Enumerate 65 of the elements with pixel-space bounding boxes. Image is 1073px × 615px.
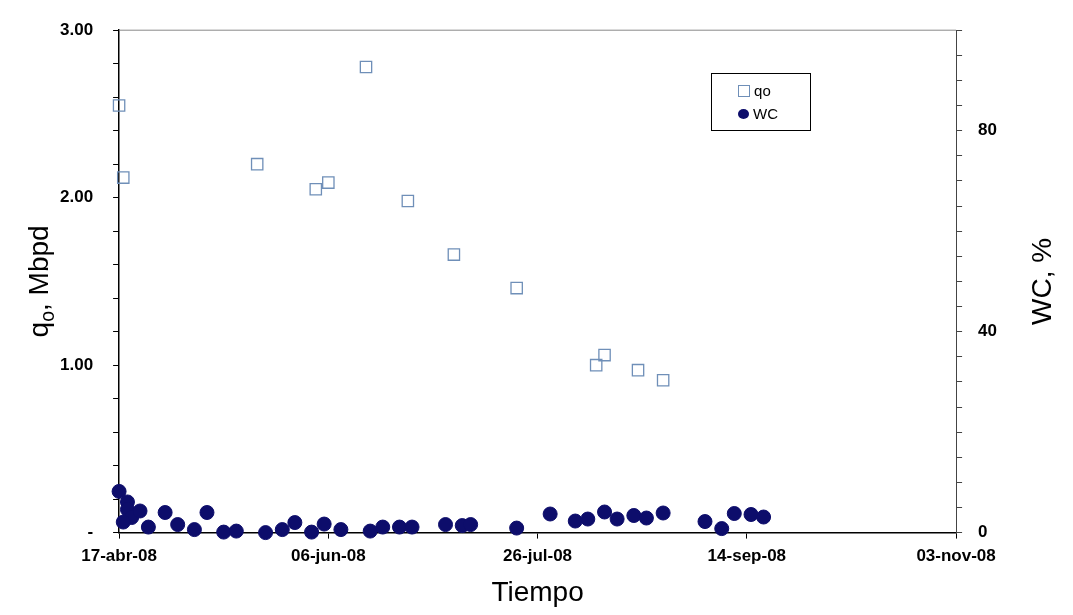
point bbox=[170, 517, 186, 533]
point bbox=[140, 519, 156, 535]
point bbox=[580, 511, 596, 527]
legend-label: qo bbox=[754, 82, 771, 100]
legend-label: WC bbox=[753, 105, 779, 123]
point bbox=[597, 504, 613, 520]
x-tick-label: 06-jun-08 bbox=[291, 546, 366, 566]
x-axis-title: Tiempo bbox=[491, 575, 584, 607]
point bbox=[333, 522, 349, 538]
point bbox=[391, 519, 407, 535]
y2-tick-label: 80 bbox=[978, 120, 998, 140]
point bbox=[510, 281, 523, 295]
point bbox=[609, 511, 625, 527]
point bbox=[542, 506, 558, 522]
point bbox=[199, 505, 215, 520]
point bbox=[322, 176, 335, 189]
x-tick-label: 03-nov-08 bbox=[916, 546, 996, 566]
point bbox=[228, 523, 244, 539]
y-tick-label: 1.00 bbox=[59, 354, 94, 374]
point bbox=[567, 513, 583, 529]
point bbox=[309, 182, 323, 196]
x-tick-label: 14-sep-08 bbox=[707, 546, 787, 566]
y2-axis-title: WC, % bbox=[1025, 237, 1057, 325]
point bbox=[216, 524, 232, 540]
point bbox=[359, 60, 373, 74]
x-tick-label: 17-abr-08 bbox=[81, 546, 157, 566]
point bbox=[447, 248, 461, 261]
point bbox=[115, 514, 131, 530]
x-tick-label: 26-jul-08 bbox=[503, 546, 573, 566]
point bbox=[697, 514, 713, 530]
point bbox=[404, 519, 420, 535]
point bbox=[401, 194, 415, 208]
y2-tick-label: 0 bbox=[978, 522, 988, 542]
point bbox=[589, 358, 603, 372]
point bbox=[362, 523, 378, 539]
point bbox=[258, 525, 274, 541]
point bbox=[638, 510, 654, 526]
point bbox=[157, 505, 173, 520]
y-tick-label: 3.00 bbox=[59, 19, 94, 39]
point bbox=[656, 373, 670, 387]
point bbox=[186, 522, 202, 538]
point bbox=[438, 517, 454, 533]
point bbox=[726, 506, 742, 522]
y-tick-label: 2.00 bbox=[59, 187, 94, 207]
point bbox=[287, 515, 303, 531]
y-tick-label: - bbox=[87, 522, 94, 542]
point bbox=[756, 509, 772, 525]
point bbox=[111, 483, 127, 499]
point bbox=[631, 363, 645, 377]
point bbox=[132, 503, 148, 519]
y-axis-title: qo, Mbpd bbox=[22, 225, 58, 338]
point bbox=[274, 522, 290, 538]
point bbox=[116, 171, 130, 184]
point bbox=[655, 505, 671, 521]
point bbox=[598, 348, 611, 362]
point bbox=[316, 516, 332, 532]
point bbox=[626, 508, 642, 524]
point bbox=[112, 99, 126, 112]
point bbox=[375, 519, 391, 535]
point bbox=[743, 507, 759, 523]
point bbox=[509, 520, 525, 536]
point bbox=[250, 157, 264, 171]
point bbox=[714, 521, 730, 537]
y2-tick-label: 40 bbox=[978, 321, 998, 341]
point bbox=[304, 524, 320, 540]
